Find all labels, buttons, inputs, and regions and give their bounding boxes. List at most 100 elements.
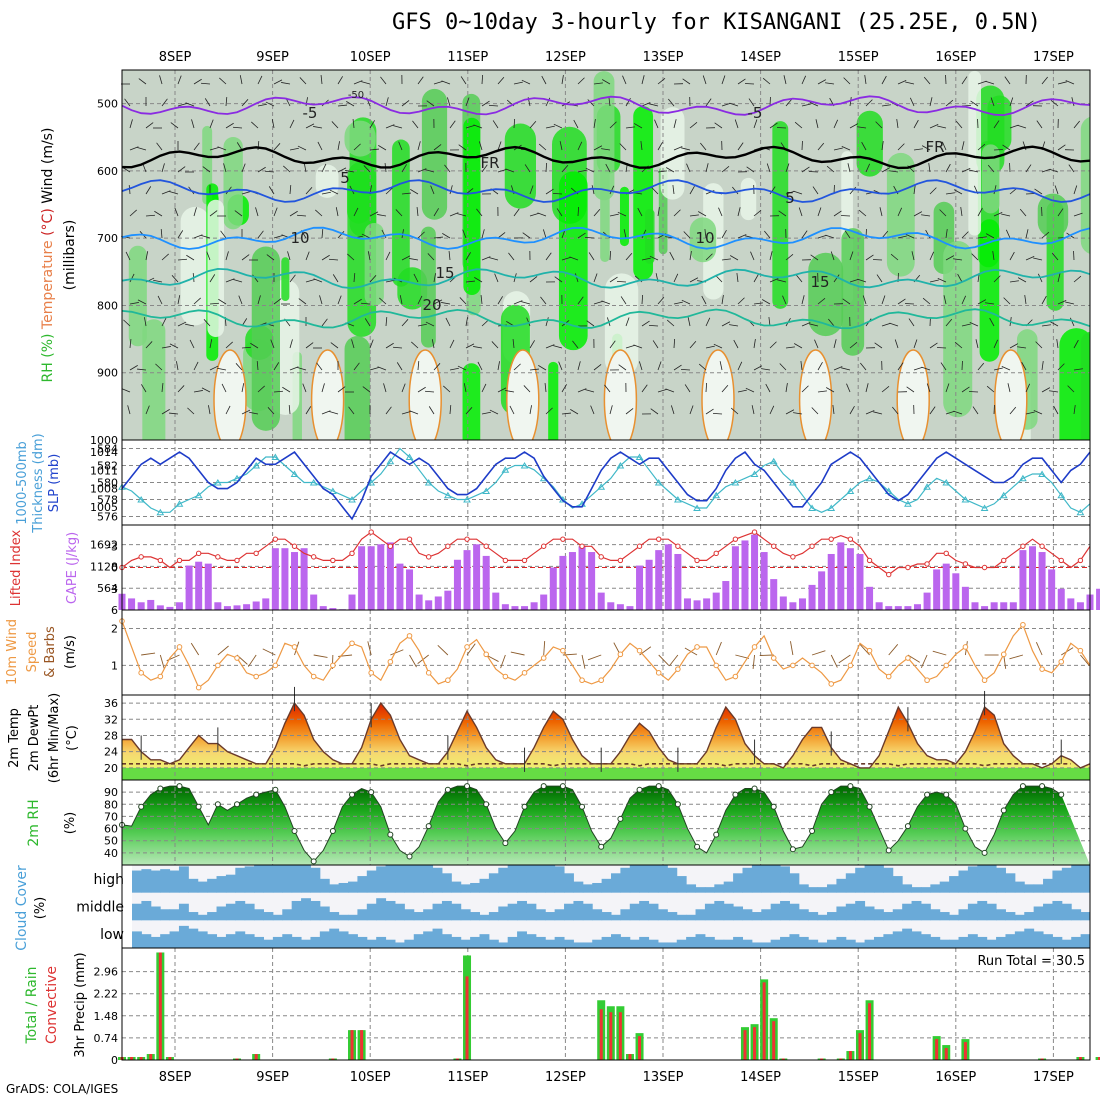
rh-marker: [655, 783, 662, 790]
cloud-cell: [376, 936, 387, 948]
wind-barb: [858, 209, 867, 217]
wind-barb: [1025, 383, 1031, 393]
cloud-cell: [1024, 928, 1035, 948]
panel-label-part: (m/s): [63, 635, 78, 669]
wind-barb: [961, 295, 967, 305]
wind-barb: [417, 360, 420, 371]
wind-barb: [1073, 185, 1078, 195]
cloud-cell: [733, 906, 743, 921]
wind-barb: [142, 163, 147, 173]
thickness-marker: [654, 479, 663, 486]
cloud-cell: [883, 934, 894, 948]
wind-barb: [385, 342, 394, 349]
cloud-cell: [1071, 909, 1082, 921]
wind-barb: [953, 189, 963, 195]
isotherm-label: FR: [480, 154, 499, 172]
cloud-cell: [423, 865, 434, 893]
rh-marker: [272, 786, 279, 793]
wind-barb: [577, 296, 584, 305]
panel-label: 2m DewPt: [27, 705, 42, 772]
cloud-cell: [517, 900, 527, 921]
wind-barb: [689, 340, 697, 349]
cloud-cell: [845, 873, 856, 893]
panel-label: 3hr Precip (mm): [73, 952, 88, 1057]
wind-barb: [369, 339, 374, 349]
cloud-cell: [780, 936, 790, 948]
cape-bar: [961, 586, 969, 610]
wind-barb: [625, 317, 630, 327]
cloud-cell: [488, 912, 499, 921]
y-tick-label: 576: [97, 511, 118, 524]
precip-conv-bar: [360, 1030, 364, 1060]
wind-barb: [1067, 385, 1075, 393]
panel-label-part: Total / Rain: [24, 966, 40, 1044]
wind-barb: [305, 123, 315, 129]
wind-barb: [730, 255, 739, 261]
panel-label-part: Temperature: [40, 236, 56, 330]
wind-barb: [233, 279, 243, 283]
cape-bar: [626, 606, 634, 610]
cloud-cell: [845, 939, 856, 948]
cape-bar: [770, 579, 778, 610]
cloud-cell: [967, 866, 978, 893]
wind-barb: [617, 211, 627, 217]
wind-barb: [785, 254, 794, 261]
thickness-marker: [673, 496, 682, 503]
rh-line: [121, 785, 1062, 863]
cloud-cell: [949, 876, 960, 893]
wind-barb: [620, 296, 627, 305]
wind-barb: [538, 365, 547, 371]
cape-bar: [348, 594, 356, 610]
cloud-cell: [639, 936, 650, 948]
wind-barb: [145, 186, 152, 195]
cloud-cell: [413, 934, 424, 948]
wind-barb: [529, 405, 532, 415]
li-marker: [310, 554, 317, 560]
rh-marker: [349, 791, 356, 798]
cloud-layer-label: high: [93, 872, 124, 888]
wind-barb: [625, 126, 635, 129]
rh-blob: [979, 219, 1000, 362]
wind-barb: [928, 163, 931, 173]
wind-barb: [815, 119, 819, 129]
warm-core: [603, 349, 638, 440]
wind-barb: [618, 364, 627, 371]
wind-barb: [993, 211, 1003, 217]
wind-barb: [641, 229, 647, 239]
cloud-layer-label: low: [100, 927, 124, 943]
precip-conv-bar: [168, 1057, 172, 1060]
warm-core: [798, 349, 833, 440]
wind-barb: [433, 144, 442, 151]
wind-barb: [380, 76, 387, 85]
x-tick-label-top: 8SEP: [159, 50, 192, 65]
cloud-cell: [996, 936, 1006, 948]
cloud-cell: [761, 865, 772, 893]
cape-bar: [1000, 602, 1008, 610]
cape-bar: [195, 561, 203, 610]
isotherm-label: 10: [695, 229, 714, 247]
cloud-cell: [225, 874, 236, 893]
y-tick-label: 2.22: [94, 988, 119, 1001]
wind-barb: [281, 82, 291, 85]
x-tick-label-bottom: 12SEP: [545, 1070, 586, 1085]
wind-barb: [460, 76, 467, 85]
thickness-marker: [405, 453, 414, 460]
wind-barb: [737, 297, 745, 305]
cloud-cell: [301, 939, 311, 948]
wind-barb: [289, 366, 299, 371]
x-tick-label-top: 14SEP: [740, 50, 781, 65]
li-marker: [771, 543, 777, 549]
li-marker: [560, 536, 566, 542]
wind-barb: [913, 185, 916, 195]
li-marker: [636, 543, 643, 549]
wind-barb: [993, 120, 1000, 129]
wind-barb: [492, 120, 499, 129]
wind-barb: [785, 346, 795, 349]
wind-barb: [545, 252, 552, 261]
wind-barb: [193, 78, 202, 85]
wind-barb: [328, 258, 339, 261]
wind-barb: [992, 251, 995, 261]
wind-barb: [609, 121, 617, 129]
precip-conv-bar: [820, 1058, 824, 1060]
cloud-cell: [733, 936, 743, 948]
